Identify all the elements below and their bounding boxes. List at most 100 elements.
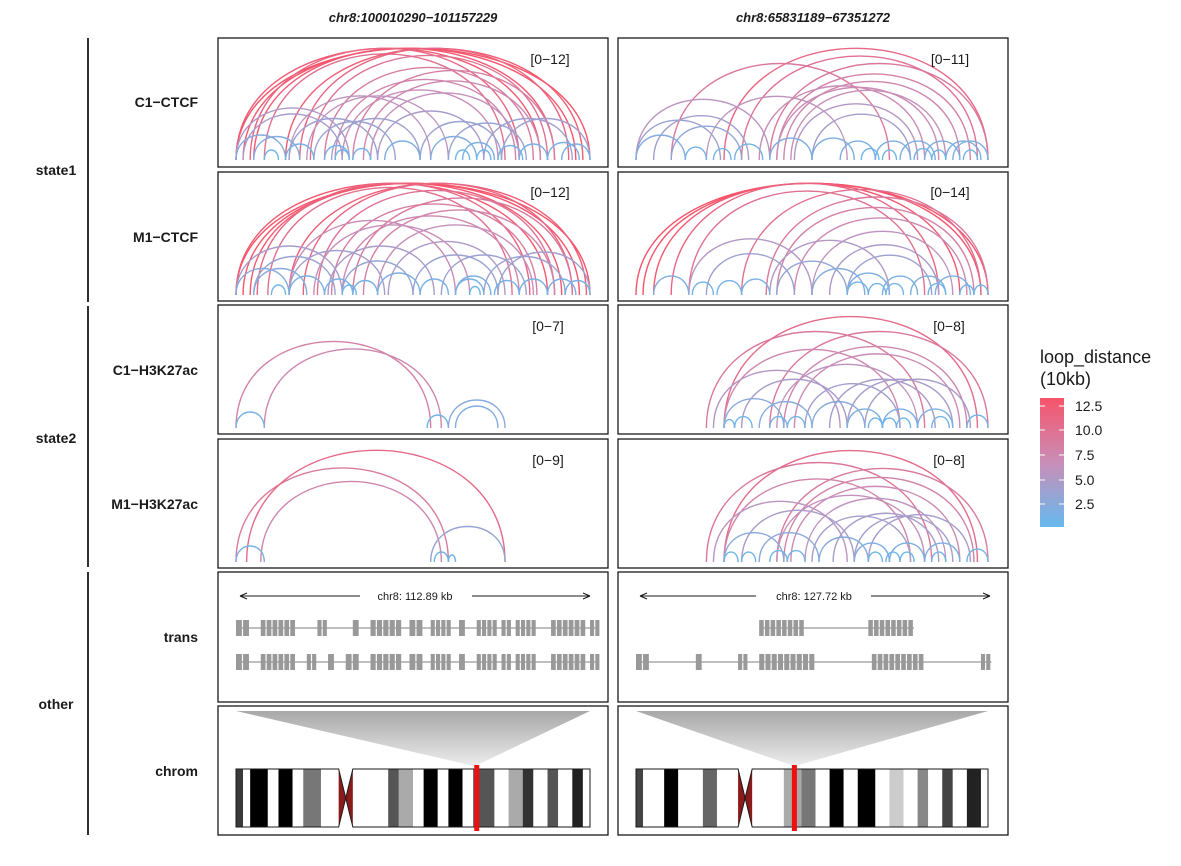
loop-arc-2-4-28 bbox=[930, 551, 947, 563]
exon-1-1-13-2 bbox=[595, 620, 600, 636]
loop-arc-1-1-23 bbox=[330, 117, 421, 161]
loop-arc-1-3-2 bbox=[263, 348, 443, 429]
exon-1-1-6-2 bbox=[416, 620, 423, 636]
loop-arc-2-3-11 bbox=[828, 378, 936, 429]
loop-arc-1-1-33 bbox=[352, 147, 372, 161]
loop-arc-2-2-26 bbox=[846, 281, 870, 296]
loop-arc-1-1-36 bbox=[497, 144, 524, 161]
exon-1-2-5-1 bbox=[345, 654, 352, 670]
loop-arc-1-3-1 bbox=[235, 340, 432, 429]
ideogram-zoom-col1 bbox=[236, 711, 590, 766]
range-label-m1-h3k27ac-col2: [0−8] bbox=[933, 452, 965, 468]
ideogram-band-1-7 bbox=[303, 769, 321, 827]
loop-arc-1-4-3 bbox=[260, 480, 443, 563]
loop-arc-1-3-3 bbox=[235, 411, 266, 429]
loop-arc-2-2-21 bbox=[934, 275, 972, 296]
loop-arc-1-3-4 bbox=[426, 414, 450, 429]
loop-arc-1-2-41 bbox=[341, 284, 358, 296]
column-title-1: chr8:100010290−101157229 bbox=[329, 10, 498, 25]
ideogram-band-1-1 bbox=[236, 769, 244, 827]
loop-arc-2-1-20 bbox=[874, 140, 912, 161]
exon-1-2-5-2 bbox=[352, 654, 359, 670]
exon-1-1-11-2 bbox=[520, 620, 526, 636]
exon-2-2-4-4 bbox=[777, 654, 784, 670]
panel-m1-ctcf-col1 bbox=[217, 171, 609, 302]
loop-arc-1-2-15 bbox=[387, 240, 506, 296]
ideogram-band-1-24 bbox=[572, 769, 583, 827]
loop-arc-2-2-28 bbox=[885, 282, 905, 296]
ideogram-band-2-2 bbox=[643, 769, 665, 827]
loop-arc-1-2-29 bbox=[253, 267, 308, 296]
ideogram-band-1-21 bbox=[533, 769, 548, 827]
ideogram-band-1-20 bbox=[522, 769, 534, 827]
ideogram-band-1-6 bbox=[292, 769, 304, 827]
panel-c1-ctcf-col2 bbox=[617, 37, 1009, 168]
loop-arc-2-2-17 bbox=[811, 267, 866, 296]
ideogram-highlight-1 bbox=[474, 765, 480, 831]
exon-1-1-2-6 bbox=[290, 620, 295, 636]
loop-arc-2-4-2 bbox=[776, 467, 989, 563]
ideogram-band-1-5 bbox=[278, 769, 293, 827]
exon-2-1-1-6 bbox=[787, 620, 793, 636]
legend-tick-5-0: 5.0 bbox=[1075, 472, 1095, 488]
loop-arc-2-1-25 bbox=[635, 134, 686, 161]
loop-arc-1-1-29 bbox=[235, 134, 287, 161]
exon-1-1-9-4 bbox=[492, 620, 497, 636]
legend-title-line1: loop_distance bbox=[1040, 347, 1151, 368]
exon-1-2-1-2 bbox=[243, 654, 249, 670]
exon-2-2-4-5 bbox=[784, 654, 790, 670]
loop-arc-2-3-2 bbox=[769, 330, 989, 429]
loop-arc-2-4-25 bbox=[867, 551, 884, 563]
loop-arc-1-2-17 bbox=[313, 224, 471, 296]
panel-m1-h3k27ac-col1 bbox=[217, 438, 609, 569]
exon-2-2-5-1 bbox=[871, 654, 877, 670]
loop-arc-1-4-2 bbox=[245, 449, 506, 563]
loop-arc-2-1-29 bbox=[860, 147, 880, 161]
loop-arc-2-4-1 bbox=[723, 449, 979, 563]
exon-2-1-2-4 bbox=[885, 620, 890, 636]
exon-2-2-4-1 bbox=[759, 654, 765, 670]
group-label-state2: state2 bbox=[36, 430, 77, 446]
loop-arc-2-1-13 bbox=[635, 98, 771, 161]
legend-title-line2: (10kb) bbox=[1040, 369, 1091, 389]
exon-1-1-12-2 bbox=[556, 620, 562, 636]
loop-arc-1-1-39 bbox=[560, 143, 591, 161]
exon-1-1-9-3 bbox=[487, 620, 492, 636]
loop-arc-1-2-19 bbox=[235, 245, 343, 296]
loop-arc-2-3-5 bbox=[783, 345, 968, 429]
exon-1-2-6-5 bbox=[396, 654, 402, 670]
loop-arc-2-1-15 bbox=[652, 115, 750, 161]
ideogram-band-2-20 bbox=[942, 769, 953, 827]
ideogram-band-2-5 bbox=[702, 769, 717, 827]
loop-arc-1-2-35 bbox=[454, 275, 492, 296]
loop-arc-1-2-9 bbox=[316, 189, 556, 296]
exon-2-2-6-2 bbox=[986, 654, 991, 670]
exon-2-2-5-9 bbox=[918, 654, 924, 670]
exon-1-1-11-3 bbox=[526, 620, 531, 636]
exon-2-1-2-7 bbox=[902, 620, 908, 636]
exon-2-2-4-7 bbox=[796, 654, 802, 670]
loop-arc-1-2-40 bbox=[270, 284, 287, 296]
exon-1-1-7-3 bbox=[441, 620, 446, 636]
loop-arc-1-2-6 bbox=[267, 186, 513, 296]
ideogram-band-1-19 bbox=[508, 769, 523, 827]
loop-arc-2-1-12 bbox=[811, 113, 912, 161]
exon-1-2-8-1 bbox=[430, 654, 435, 670]
loop-arc-1-1-15 bbox=[369, 92, 520, 161]
loop-arc-2-3-4 bbox=[723, 348, 901, 429]
exon-1-2-11-2 bbox=[506, 654, 511, 670]
loop-arc-2-1-5 bbox=[776, 73, 972, 161]
loop-arc-1-1-18 bbox=[306, 95, 450, 161]
loop-arc-2-3-23 bbox=[786, 415, 806, 429]
loop-arc-2-3-1 bbox=[723, 315, 979, 429]
loop-arc-2-4-24 bbox=[786, 549, 806, 563]
loop-arc-2-1-33 bbox=[962, 149, 979, 161]
ideogram-zoom-col2 bbox=[636, 711, 988, 766]
exon-1-2-3-2 bbox=[312, 654, 317, 670]
exon-1-1-2-5 bbox=[284, 620, 290, 636]
scale-bar-col1 bbox=[239, 592, 591, 600]
arc-layer bbox=[235, 47, 989, 563]
ideogram-band-1-4 bbox=[267, 769, 279, 827]
loop-arc-1-1-31 bbox=[284, 143, 315, 161]
